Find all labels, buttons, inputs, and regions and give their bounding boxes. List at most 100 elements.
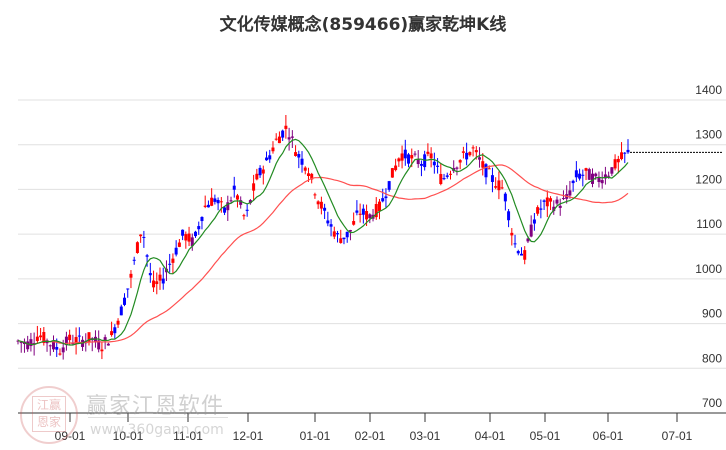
candle-body <box>55 346 59 350</box>
candle-body <box>403 149 407 159</box>
y-tick-label: 1200 <box>695 172 722 186</box>
candle-body <box>503 193 507 202</box>
candle-body <box>64 336 68 346</box>
x-tick-label: 04-01 <box>475 429 506 443</box>
candle-body <box>442 178 446 180</box>
candle-body <box>432 161 436 166</box>
candle-body <box>532 219 536 224</box>
candle-body <box>474 150 478 153</box>
candle-body <box>329 224 333 227</box>
candle-body <box>48 345 52 347</box>
candle-body <box>184 234 188 241</box>
candle-body <box>248 200 252 204</box>
candle-body <box>545 197 549 207</box>
candle-body <box>29 339 33 347</box>
x-tick-label: 01-01 <box>300 429 331 443</box>
candle-body <box>187 233 191 242</box>
candle-body <box>213 198 217 202</box>
candle-body <box>613 159 617 169</box>
candle-body <box>77 335 81 337</box>
candle-body <box>361 208 365 215</box>
candle-body <box>232 185 236 190</box>
candle-body <box>52 340 56 350</box>
candle-body <box>258 167 262 176</box>
candle-body <box>471 147 475 149</box>
candle-body <box>465 152 469 160</box>
candle-body <box>313 194 317 196</box>
candle-body <box>429 153 433 159</box>
x-tick-label: 10-01 <box>113 429 144 443</box>
candle-body <box>490 175 494 182</box>
candle-body <box>342 237 346 240</box>
candle-body <box>26 341 30 350</box>
candle-body <box>171 258 175 263</box>
candle-body <box>587 169 591 180</box>
candle-body <box>87 332 91 342</box>
candle-body <box>584 168 588 171</box>
candle-body <box>400 153 404 161</box>
candle-body <box>216 200 220 204</box>
candle-body <box>103 337 107 340</box>
candle-body <box>597 177 601 183</box>
candle-body <box>35 336 39 341</box>
candle-body <box>116 320 120 325</box>
candle-body <box>484 164 488 178</box>
candle-body <box>206 204 210 208</box>
candle-body <box>365 211 369 220</box>
candle-body <box>494 186 498 188</box>
candle-body <box>555 199 559 204</box>
candle-body <box>390 168 394 178</box>
candle-body <box>439 174 443 185</box>
candle-body <box>500 187 504 189</box>
candle-body <box>610 167 614 174</box>
candle-body <box>274 138 278 140</box>
candle-body <box>68 334 72 341</box>
candle-body <box>590 173 594 184</box>
candle-body <box>132 259 136 261</box>
candle-body <box>336 233 340 235</box>
candle-body <box>445 175 449 177</box>
candle-body <box>626 149 630 153</box>
candle-body <box>319 201 323 209</box>
candle-body <box>478 157 482 160</box>
candle-body <box>594 173 598 177</box>
x-tick-label: 09-01 <box>55 429 86 443</box>
candle-body <box>145 255 149 257</box>
y-tick-label: 800 <box>702 351 722 365</box>
candle-body <box>210 197 214 206</box>
candle-body <box>458 160 462 163</box>
candle-body <box>397 158 401 162</box>
long-ma-line <box>17 164 629 346</box>
candle-body <box>377 201 381 212</box>
candle-body <box>110 331 114 336</box>
candle-body <box>381 198 385 202</box>
candle-body <box>155 281 159 285</box>
candle-body <box>316 201 320 205</box>
candle-body <box>281 130 285 138</box>
candle-body <box>229 200 233 202</box>
candle-body <box>294 152 298 156</box>
candle-body <box>607 175 611 177</box>
candle-body <box>571 180 575 184</box>
candle-body <box>219 201 223 203</box>
candle-body <box>448 173 452 175</box>
candle-body <box>242 215 246 217</box>
candle-body <box>123 297 127 305</box>
candle-body <box>574 170 578 178</box>
candle-body <box>510 232 514 236</box>
candle-body <box>536 207 540 214</box>
candle-body <box>519 253 523 256</box>
x-tick-label: 02-01 <box>355 429 386 443</box>
candle-body <box>261 169 265 174</box>
candle-body <box>100 349 104 352</box>
candle-body <box>487 168 491 170</box>
candle-body <box>323 207 327 211</box>
candle-body <box>568 190 572 196</box>
candle-body <box>303 167 307 171</box>
candle-body <box>529 224 533 237</box>
candle-body <box>152 280 156 288</box>
candle-body <box>42 332 46 343</box>
candle-body <box>600 180 604 184</box>
x-tick-label: 05-01 <box>530 429 561 443</box>
candle-body <box>194 231 198 237</box>
